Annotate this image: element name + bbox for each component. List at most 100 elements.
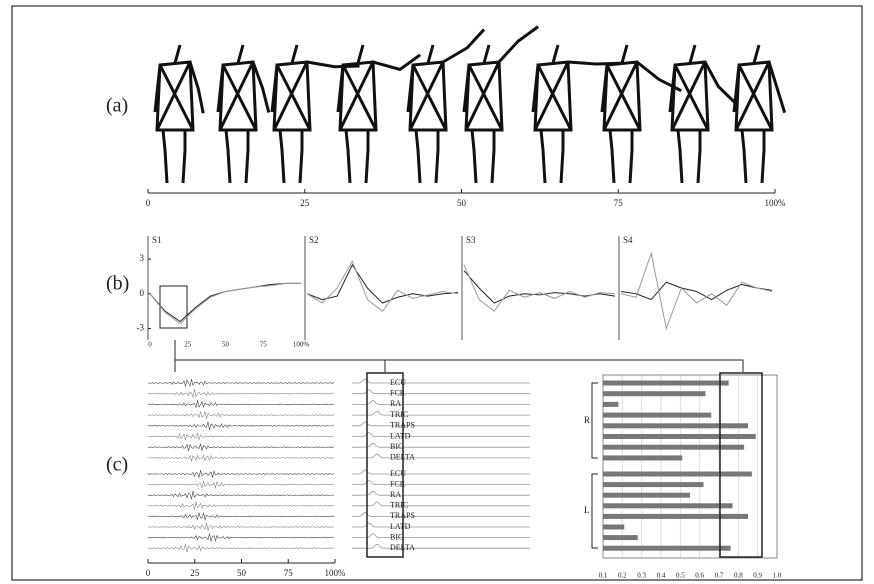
skeleton xyxy=(155,45,193,183)
x-tick-label: 0 xyxy=(146,198,151,208)
y-tick-label: 3 xyxy=(140,253,145,263)
skeleton xyxy=(670,45,708,183)
emg-trace xyxy=(148,389,334,397)
muscle-label: RA xyxy=(390,490,401,499)
muscle-label: ECU xyxy=(390,469,406,478)
line xyxy=(150,283,301,321)
bracket xyxy=(592,383,598,548)
x-tick-label: 0.8 xyxy=(734,572,743,580)
bar xyxy=(603,482,704,487)
skeleton xyxy=(218,45,256,183)
skeleton-arm xyxy=(499,27,538,62)
subplot-title: S4 xyxy=(623,235,633,245)
x-tick-label: 75 xyxy=(260,341,268,349)
bar xyxy=(603,391,705,396)
emg-trace xyxy=(148,422,334,430)
skeleton-arm xyxy=(705,62,736,104)
line xyxy=(464,265,615,311)
x-tick-label: 50 xyxy=(457,198,467,208)
bar xyxy=(603,472,752,477)
emg-trace xyxy=(148,534,334,542)
bar xyxy=(603,514,748,519)
envelope-trace xyxy=(352,390,530,394)
bar xyxy=(603,381,729,386)
envelope-trace xyxy=(352,433,530,437)
emg-trace xyxy=(148,433,334,439)
bar xyxy=(603,535,638,540)
x-tick-label: 0.7 xyxy=(715,572,724,580)
plot-frame xyxy=(603,375,777,558)
x-tick-label: 50 xyxy=(222,341,230,349)
x-tick-label: 1.0 xyxy=(773,572,782,580)
envelope-trace xyxy=(352,512,530,516)
x-tick-label: 0.3 xyxy=(637,572,646,580)
envelope-trace xyxy=(352,523,530,527)
envelope-trace xyxy=(352,379,530,383)
bar xyxy=(603,402,618,407)
skeleton xyxy=(602,45,640,183)
muscle-label: TRAPS xyxy=(390,421,415,430)
subplot-title: S2 xyxy=(309,235,319,245)
panel-label: (b) xyxy=(106,273,129,295)
emg-trace xyxy=(148,545,334,553)
skeleton-arm xyxy=(443,29,484,62)
x-tick-label: 100% xyxy=(765,198,787,208)
emg-trace xyxy=(148,513,334,520)
line xyxy=(621,253,772,328)
bar xyxy=(603,455,682,460)
muscle-label: DELTA xyxy=(390,543,415,552)
envelope-trace xyxy=(352,443,530,447)
muscle-label: FCR xyxy=(390,479,406,488)
emg-trace xyxy=(148,502,334,510)
x-tick-label: 25 xyxy=(190,568,200,578)
muscle-label: BIC xyxy=(390,442,403,451)
muscle-label: ECU xyxy=(390,378,406,387)
group-label: L xyxy=(584,505,590,515)
line xyxy=(150,283,301,323)
x-tick-label: 25 xyxy=(184,341,192,349)
x-tick-label: 0.5 xyxy=(676,572,685,580)
muscle-label: TRIC xyxy=(390,501,408,510)
emg-trace xyxy=(148,481,334,488)
y-tick-label: 0 xyxy=(140,288,145,298)
bar xyxy=(603,493,690,498)
emg-trace xyxy=(148,379,334,386)
envelope-trace xyxy=(352,411,530,415)
skeleton xyxy=(734,45,772,183)
muscle-label: TRIC xyxy=(390,410,408,419)
bar xyxy=(603,546,731,551)
subplot-title: S3 xyxy=(466,235,476,245)
x-tick-label: 100% xyxy=(293,341,310,349)
line xyxy=(464,271,615,303)
skeleton xyxy=(533,45,571,183)
emg-trace xyxy=(148,400,334,407)
muscle-label: FCR xyxy=(390,389,406,398)
x-tick-label: 0.2 xyxy=(618,572,627,580)
x-tick-label: 0.6 xyxy=(695,572,704,580)
line xyxy=(307,261,458,311)
x-tick-label: 0.4 xyxy=(657,572,666,580)
x-tick-label: 50 xyxy=(237,568,247,578)
skeleton xyxy=(272,45,310,183)
x-tick-label: 0.9 xyxy=(753,572,762,580)
muscle-label: RA xyxy=(390,399,401,408)
x-tick-label: 0 xyxy=(146,568,151,578)
x-tick-label: 100% xyxy=(325,568,347,578)
muscle-label: LATD xyxy=(390,431,411,440)
emg-trace xyxy=(148,411,334,419)
skeleton xyxy=(464,45,502,183)
x-tick-label: 0 xyxy=(148,341,152,349)
envelope-trace xyxy=(352,400,530,404)
envelope-trace xyxy=(352,470,530,474)
highlight-box xyxy=(720,373,762,557)
envelope-trace xyxy=(352,502,530,506)
muscle-label: BIC xyxy=(390,532,403,541)
bar xyxy=(603,423,748,428)
muscle-label: DELTA xyxy=(390,453,415,462)
emg-trace xyxy=(148,471,334,478)
muscle-label: TRAPS xyxy=(390,511,415,520)
group-label: R xyxy=(584,415,590,425)
panel-label: (c) xyxy=(106,454,128,476)
emg-trace xyxy=(148,455,334,461)
panel-label: (a) xyxy=(106,95,128,117)
